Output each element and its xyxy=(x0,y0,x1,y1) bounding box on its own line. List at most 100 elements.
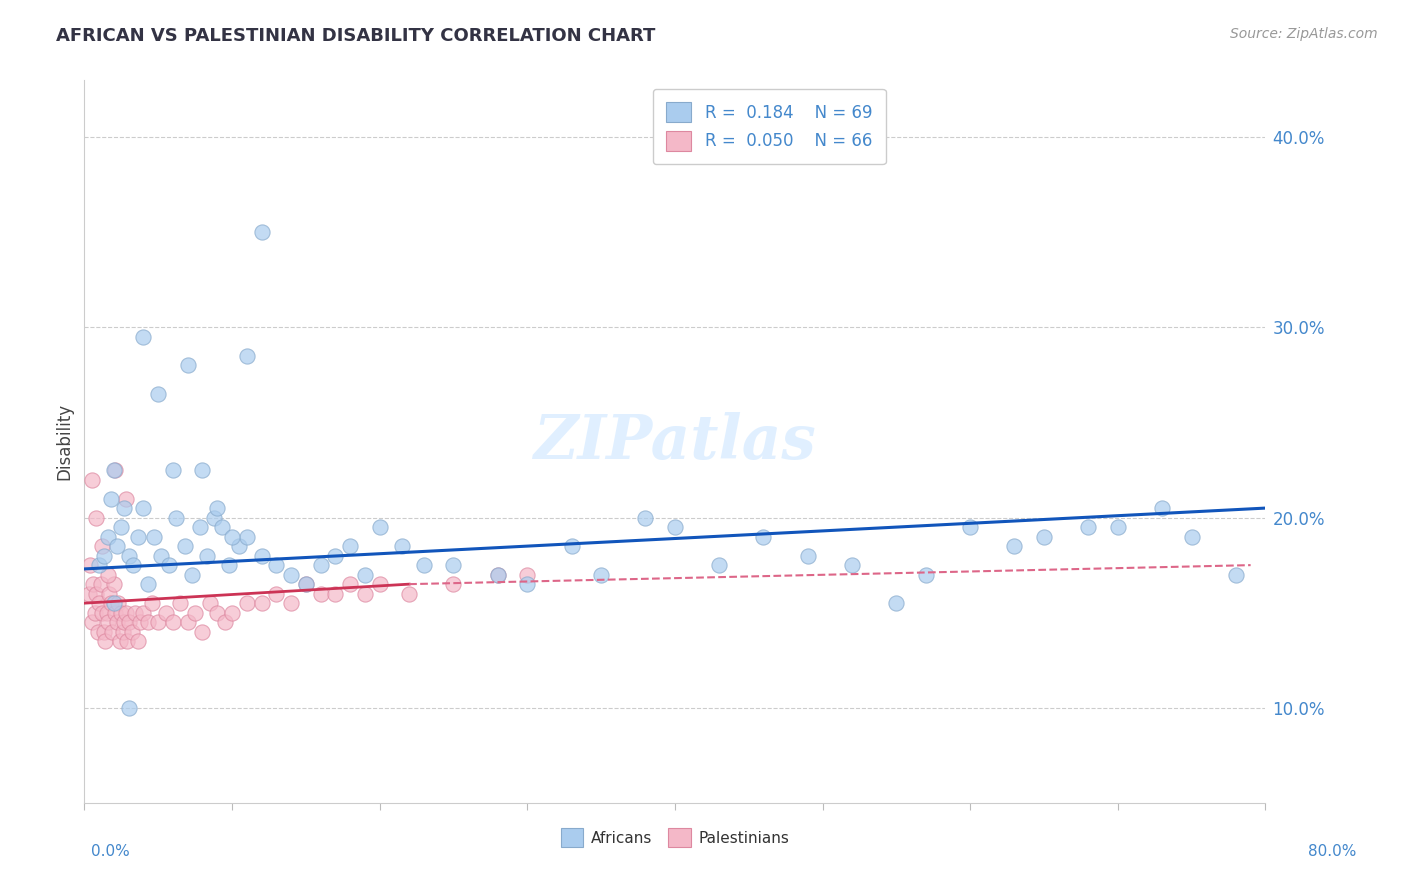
Point xyxy=(124,606,146,620)
Point xyxy=(107,596,129,610)
Legend: Africans, Palestinians: Africans, Palestinians xyxy=(554,822,796,853)
Point xyxy=(91,539,114,553)
Point xyxy=(1077,520,1099,534)
Point xyxy=(86,624,108,639)
Point xyxy=(115,634,138,648)
Point xyxy=(486,567,509,582)
Point xyxy=(90,577,112,591)
Point xyxy=(121,624,143,639)
Point xyxy=(1004,539,1026,553)
Y-axis label: Disability: Disability xyxy=(55,403,73,480)
Text: AFRICAN VS PALESTINIAN DISABILITY CORRELATION CHART: AFRICAN VS PALESTINIAN DISABILITY CORREL… xyxy=(56,27,655,45)
Point xyxy=(177,359,200,373)
Point xyxy=(150,549,173,563)
Point xyxy=(136,615,159,630)
Point xyxy=(250,596,273,610)
Point xyxy=(104,606,127,620)
Point xyxy=(516,567,538,582)
Point xyxy=(295,577,318,591)
Point xyxy=(118,549,141,563)
Point xyxy=(486,567,509,582)
Point xyxy=(184,606,207,620)
Point xyxy=(309,587,332,601)
Point xyxy=(173,539,195,553)
Point xyxy=(103,577,125,591)
Point xyxy=(91,606,114,620)
Point xyxy=(97,567,120,582)
Point xyxy=(141,596,163,610)
Point xyxy=(236,349,259,363)
Point xyxy=(110,520,132,534)
Point xyxy=(280,567,302,582)
Point xyxy=(132,330,155,344)
Point xyxy=(398,587,420,601)
Point xyxy=(84,587,107,601)
Point xyxy=(100,491,122,506)
Point xyxy=(101,624,124,639)
Point xyxy=(188,520,211,534)
Point xyxy=(354,587,377,601)
Point xyxy=(87,558,111,573)
Point xyxy=(1107,520,1129,534)
Point xyxy=(191,463,214,477)
Point xyxy=(443,558,465,573)
Point xyxy=(413,558,436,573)
Point xyxy=(93,549,115,563)
Point xyxy=(98,587,121,601)
Point xyxy=(83,606,105,620)
Point xyxy=(82,577,104,591)
Point xyxy=(87,596,111,610)
Point xyxy=(112,615,135,630)
Point xyxy=(709,558,731,573)
Point xyxy=(132,606,155,620)
Point xyxy=(339,539,361,553)
Point xyxy=(561,539,583,553)
Point xyxy=(214,615,236,630)
Point xyxy=(325,549,347,563)
Point xyxy=(157,558,180,573)
Point xyxy=(664,520,686,534)
Point xyxy=(915,567,938,582)
Point xyxy=(165,510,187,524)
Point xyxy=(136,577,159,591)
Point xyxy=(127,634,149,648)
Point xyxy=(79,558,101,573)
Point xyxy=(114,491,136,506)
Point xyxy=(129,615,152,630)
Point xyxy=(325,587,347,601)
Point xyxy=(114,606,136,620)
Point xyxy=(280,596,302,610)
Point xyxy=(132,501,155,516)
Text: Source: ZipAtlas.com: Source: ZipAtlas.com xyxy=(1230,27,1378,41)
Point xyxy=(752,530,775,544)
Point xyxy=(391,539,413,553)
Point xyxy=(516,577,538,591)
Point xyxy=(162,463,184,477)
Point xyxy=(177,615,200,630)
Point xyxy=(112,501,135,516)
Point xyxy=(250,226,273,240)
Point xyxy=(1033,530,1056,544)
Point xyxy=(105,539,128,553)
Point xyxy=(236,596,259,610)
Point xyxy=(368,577,391,591)
Point xyxy=(1181,530,1204,544)
Point xyxy=(118,700,141,714)
Point xyxy=(202,510,225,524)
Point xyxy=(309,558,332,573)
Point xyxy=(84,510,107,524)
Point xyxy=(93,624,115,639)
Point xyxy=(198,596,221,610)
Point xyxy=(228,539,250,553)
Point xyxy=(80,615,103,630)
Text: 0.0%: 0.0% xyxy=(91,845,131,859)
Point xyxy=(162,615,184,630)
Point xyxy=(368,520,391,534)
Point xyxy=(122,558,145,573)
Point xyxy=(195,549,218,563)
Point xyxy=(339,577,361,591)
Point xyxy=(1225,567,1247,582)
Point xyxy=(236,530,259,544)
Point xyxy=(221,530,243,544)
Point xyxy=(94,634,117,648)
